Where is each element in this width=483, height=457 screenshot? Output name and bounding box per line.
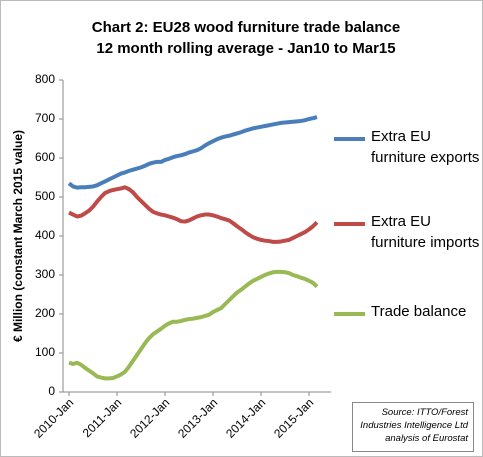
y-tick-label: 0 (48, 384, 55, 398)
y-tick-label: 400 (35, 228, 55, 242)
x-tick-label: 2010-Jan (31, 395, 76, 440)
y-tick-label: 500 (35, 189, 55, 203)
legend-label: Trade balance (371, 303, 467, 320)
x-tick-label: 2013-Jan (175, 395, 220, 440)
chart-subtitle: 12 month rolling average - Jan10 to Mar1… (96, 40, 395, 57)
chart-title: Chart 2: EU28 wood furniture trade balan… (92, 19, 400, 36)
y-tick-label: 100 (35, 345, 55, 359)
y-tick-label: 200 (35, 306, 55, 320)
x-tick-label: 2011-Jan (80, 395, 125, 440)
y-tick-label: 300 (35, 267, 55, 281)
x-tick-label: 2012-Jan (127, 395, 172, 440)
x-tick-label: 2015-Jan (271, 395, 316, 440)
series-line (68, 185, 319, 244)
legend-label: Extra EU furniture exports (371, 128, 480, 166)
x-tick-label: 2014-Jan (223, 395, 268, 440)
y-axis-label: € Million (constant March 2015 value) (11, 130, 25, 342)
y-tick-label: 700 (35, 111, 55, 125)
legend-label: Extra EU furniture imports (371, 213, 480, 251)
series-line (67, 115, 318, 190)
source-note: Source: ITTO/Forest Industries Intellige… (352, 402, 474, 452)
series-line (68, 269, 319, 381)
y-tick-label: 600 (35, 150, 55, 164)
y-tick-label: 800 (35, 72, 55, 86)
